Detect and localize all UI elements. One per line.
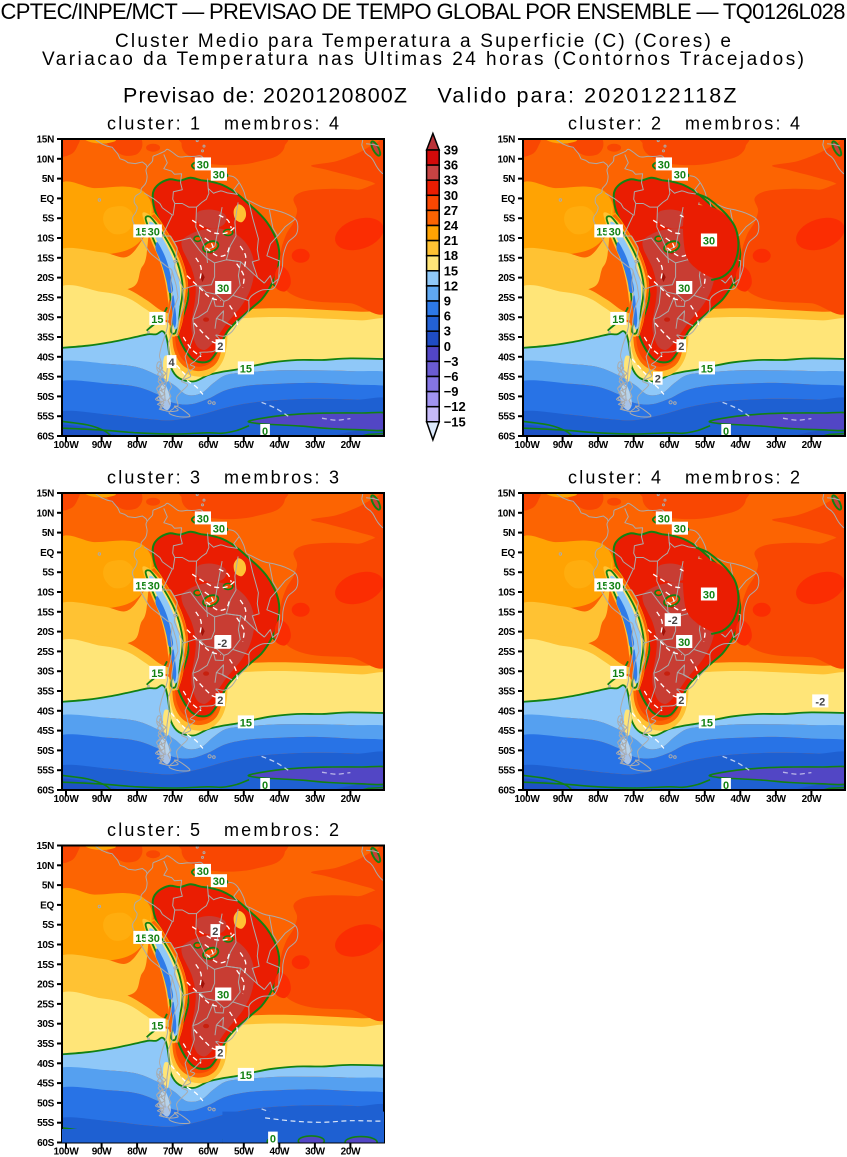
svg-text:cluster: 3 membros: 3: cluster: 3 membros: 3 xyxy=(107,468,339,488)
svg-text:cluster: 5 membros: 2: cluster: 5 membros: 2 xyxy=(107,820,339,840)
svg-text:2: 2 xyxy=(212,926,218,938)
svg-text:Valido para: 2020122118Z: Valido para: 2020122118Z xyxy=(438,84,737,108)
svg-text:CPTEC/INPE/MCT — PREVISAO DE T: CPTEC/INPE/MCT — PREVISAO DE TEMPO GLOBA… xyxy=(1,0,846,24)
svg-text:9: 9 xyxy=(444,294,451,309)
svg-text:−15: −15 xyxy=(444,414,466,429)
svg-text:Cluster Medio para Temperatura: Cluster Medio para Temperatura a Superfi… xyxy=(115,31,731,52)
svg-text:30: 30 xyxy=(703,590,715,602)
svg-text:39: 39 xyxy=(444,143,458,158)
svg-text:4: 4 xyxy=(169,357,176,369)
svg-text:18: 18 xyxy=(444,248,458,263)
svg-text:−9: −9 xyxy=(444,384,459,399)
svg-text:-2: -2 xyxy=(668,615,678,627)
svg-text:21: 21 xyxy=(444,233,458,248)
svg-text:−6: −6 xyxy=(444,369,459,384)
svg-text:cluster: 2 membros: 4: cluster: 2 membros: 4 xyxy=(568,114,800,134)
svg-text:-2: -2 xyxy=(218,638,228,650)
svg-text:12: 12 xyxy=(444,278,458,293)
svg-text:30: 30 xyxy=(703,236,715,248)
svg-text:15: 15 xyxy=(444,263,458,278)
svg-text:cluster: 4 membros: 2: cluster: 4 membros: 2 xyxy=(568,468,800,488)
svg-text:2: 2 xyxy=(655,374,661,386)
svg-text:3: 3 xyxy=(444,324,451,339)
svg-text:-2: -2 xyxy=(815,696,825,708)
svg-text:30: 30 xyxy=(444,188,458,203)
svg-text:−12: −12 xyxy=(444,399,466,414)
svg-text:33: 33 xyxy=(444,173,458,188)
svg-text:24: 24 xyxy=(444,218,459,233)
svg-text:cluster: 1 membros: 4: cluster: 1 membros: 4 xyxy=(107,114,339,134)
svg-text:36: 36 xyxy=(444,158,458,173)
svg-text:27: 27 xyxy=(444,203,458,218)
svg-text:0: 0 xyxy=(270,1134,276,1146)
svg-text:0: 0 xyxy=(444,339,451,354)
svg-text:Previsao de: 2020120800Z: Previsao de: 2020120800Z xyxy=(123,84,407,108)
svg-text:6: 6 xyxy=(444,309,451,324)
svg-text:Variacao da Temperatura nas Ul: Variacao da Temperatura nas Ultimas 24 h… xyxy=(42,49,804,70)
svg-text:−3: −3 xyxy=(444,354,459,369)
